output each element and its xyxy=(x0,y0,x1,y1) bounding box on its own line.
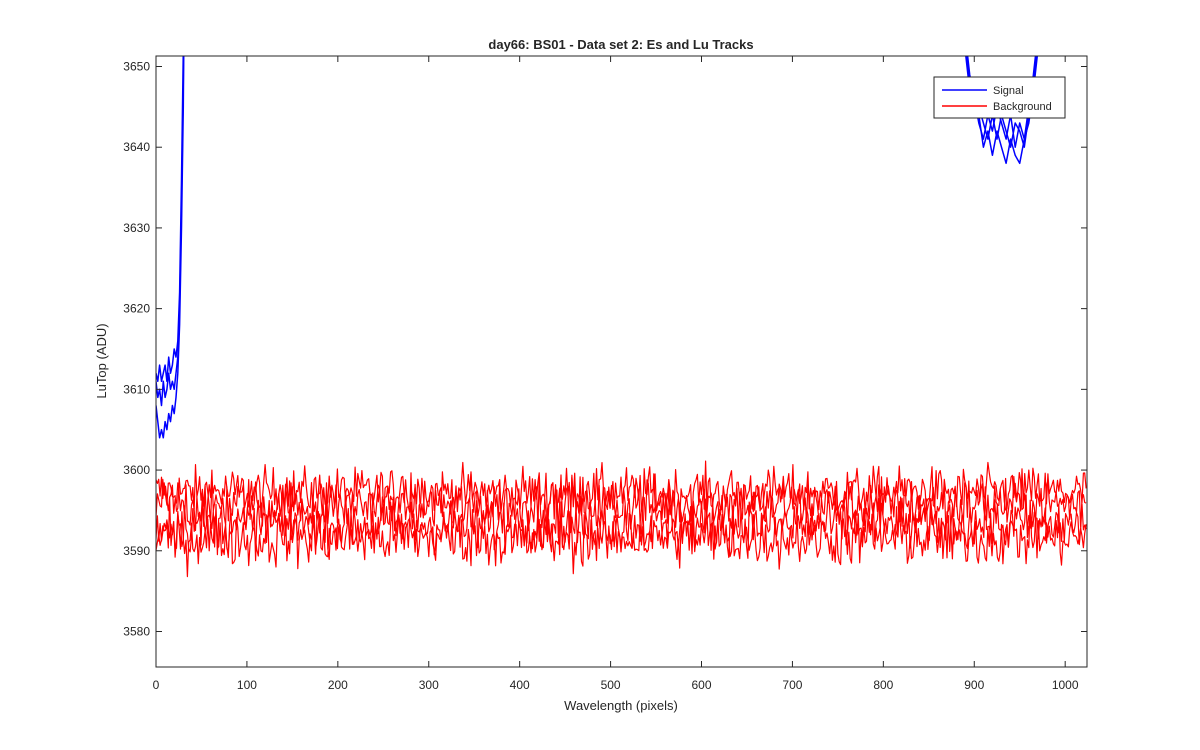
x-tick-label: 500 xyxy=(601,678,621,692)
background-trace-4 xyxy=(156,496,1087,578)
y-axis: 3580 3590 3600 3610 3620 3630 3640 3650 xyxy=(123,59,1087,638)
x-tick-label: 400 xyxy=(510,678,530,692)
legend-signal-label: Signal xyxy=(993,85,1024,97)
background-trace-3 xyxy=(156,484,1087,562)
y-tick-label: 3630 xyxy=(123,221,150,235)
y-tick-label: 3620 xyxy=(123,302,150,316)
y-tick-label: 3610 xyxy=(123,382,150,396)
x-tick-label: 200 xyxy=(328,678,348,692)
axes-box xyxy=(155,55,1088,668)
plot-area xyxy=(156,56,1087,667)
y-axis-label: LuTop (ADU) xyxy=(94,323,109,398)
x-axis-label: Wavelength (pixels) xyxy=(564,698,678,713)
y-tick-label: 3650 xyxy=(123,59,150,73)
signal-trace-3 xyxy=(156,56,184,383)
chart-title: day66: BS01 - Data set 2: Es and Lu Trac… xyxy=(488,37,753,52)
legend: Signal Background xyxy=(933,76,1066,119)
y-tick-label: 3640 xyxy=(123,140,150,154)
x-tick-label: 1000 xyxy=(1052,678,1079,692)
y-tick-label: 3590 xyxy=(123,544,150,558)
legend-box xyxy=(933,76,1066,119)
x-tick-label: 0 xyxy=(153,678,160,692)
y-tick-label: 3580 xyxy=(123,624,150,638)
legend-background-label: Background xyxy=(993,101,1052,113)
x-tick-label: 100 xyxy=(237,678,257,692)
background-trace-1 xyxy=(156,460,1087,524)
x-tick-label: 700 xyxy=(782,678,802,692)
x-tick-label: 900 xyxy=(964,678,984,692)
y-tick-label: 3600 xyxy=(123,463,150,477)
x-tick-label: 800 xyxy=(873,678,893,692)
x-axis: 0 100 200 300 400 500 600 700 800 900 1000 xyxy=(153,56,1079,692)
x-tick-label: 600 xyxy=(691,678,711,692)
x-tick-label: 300 xyxy=(419,678,439,692)
